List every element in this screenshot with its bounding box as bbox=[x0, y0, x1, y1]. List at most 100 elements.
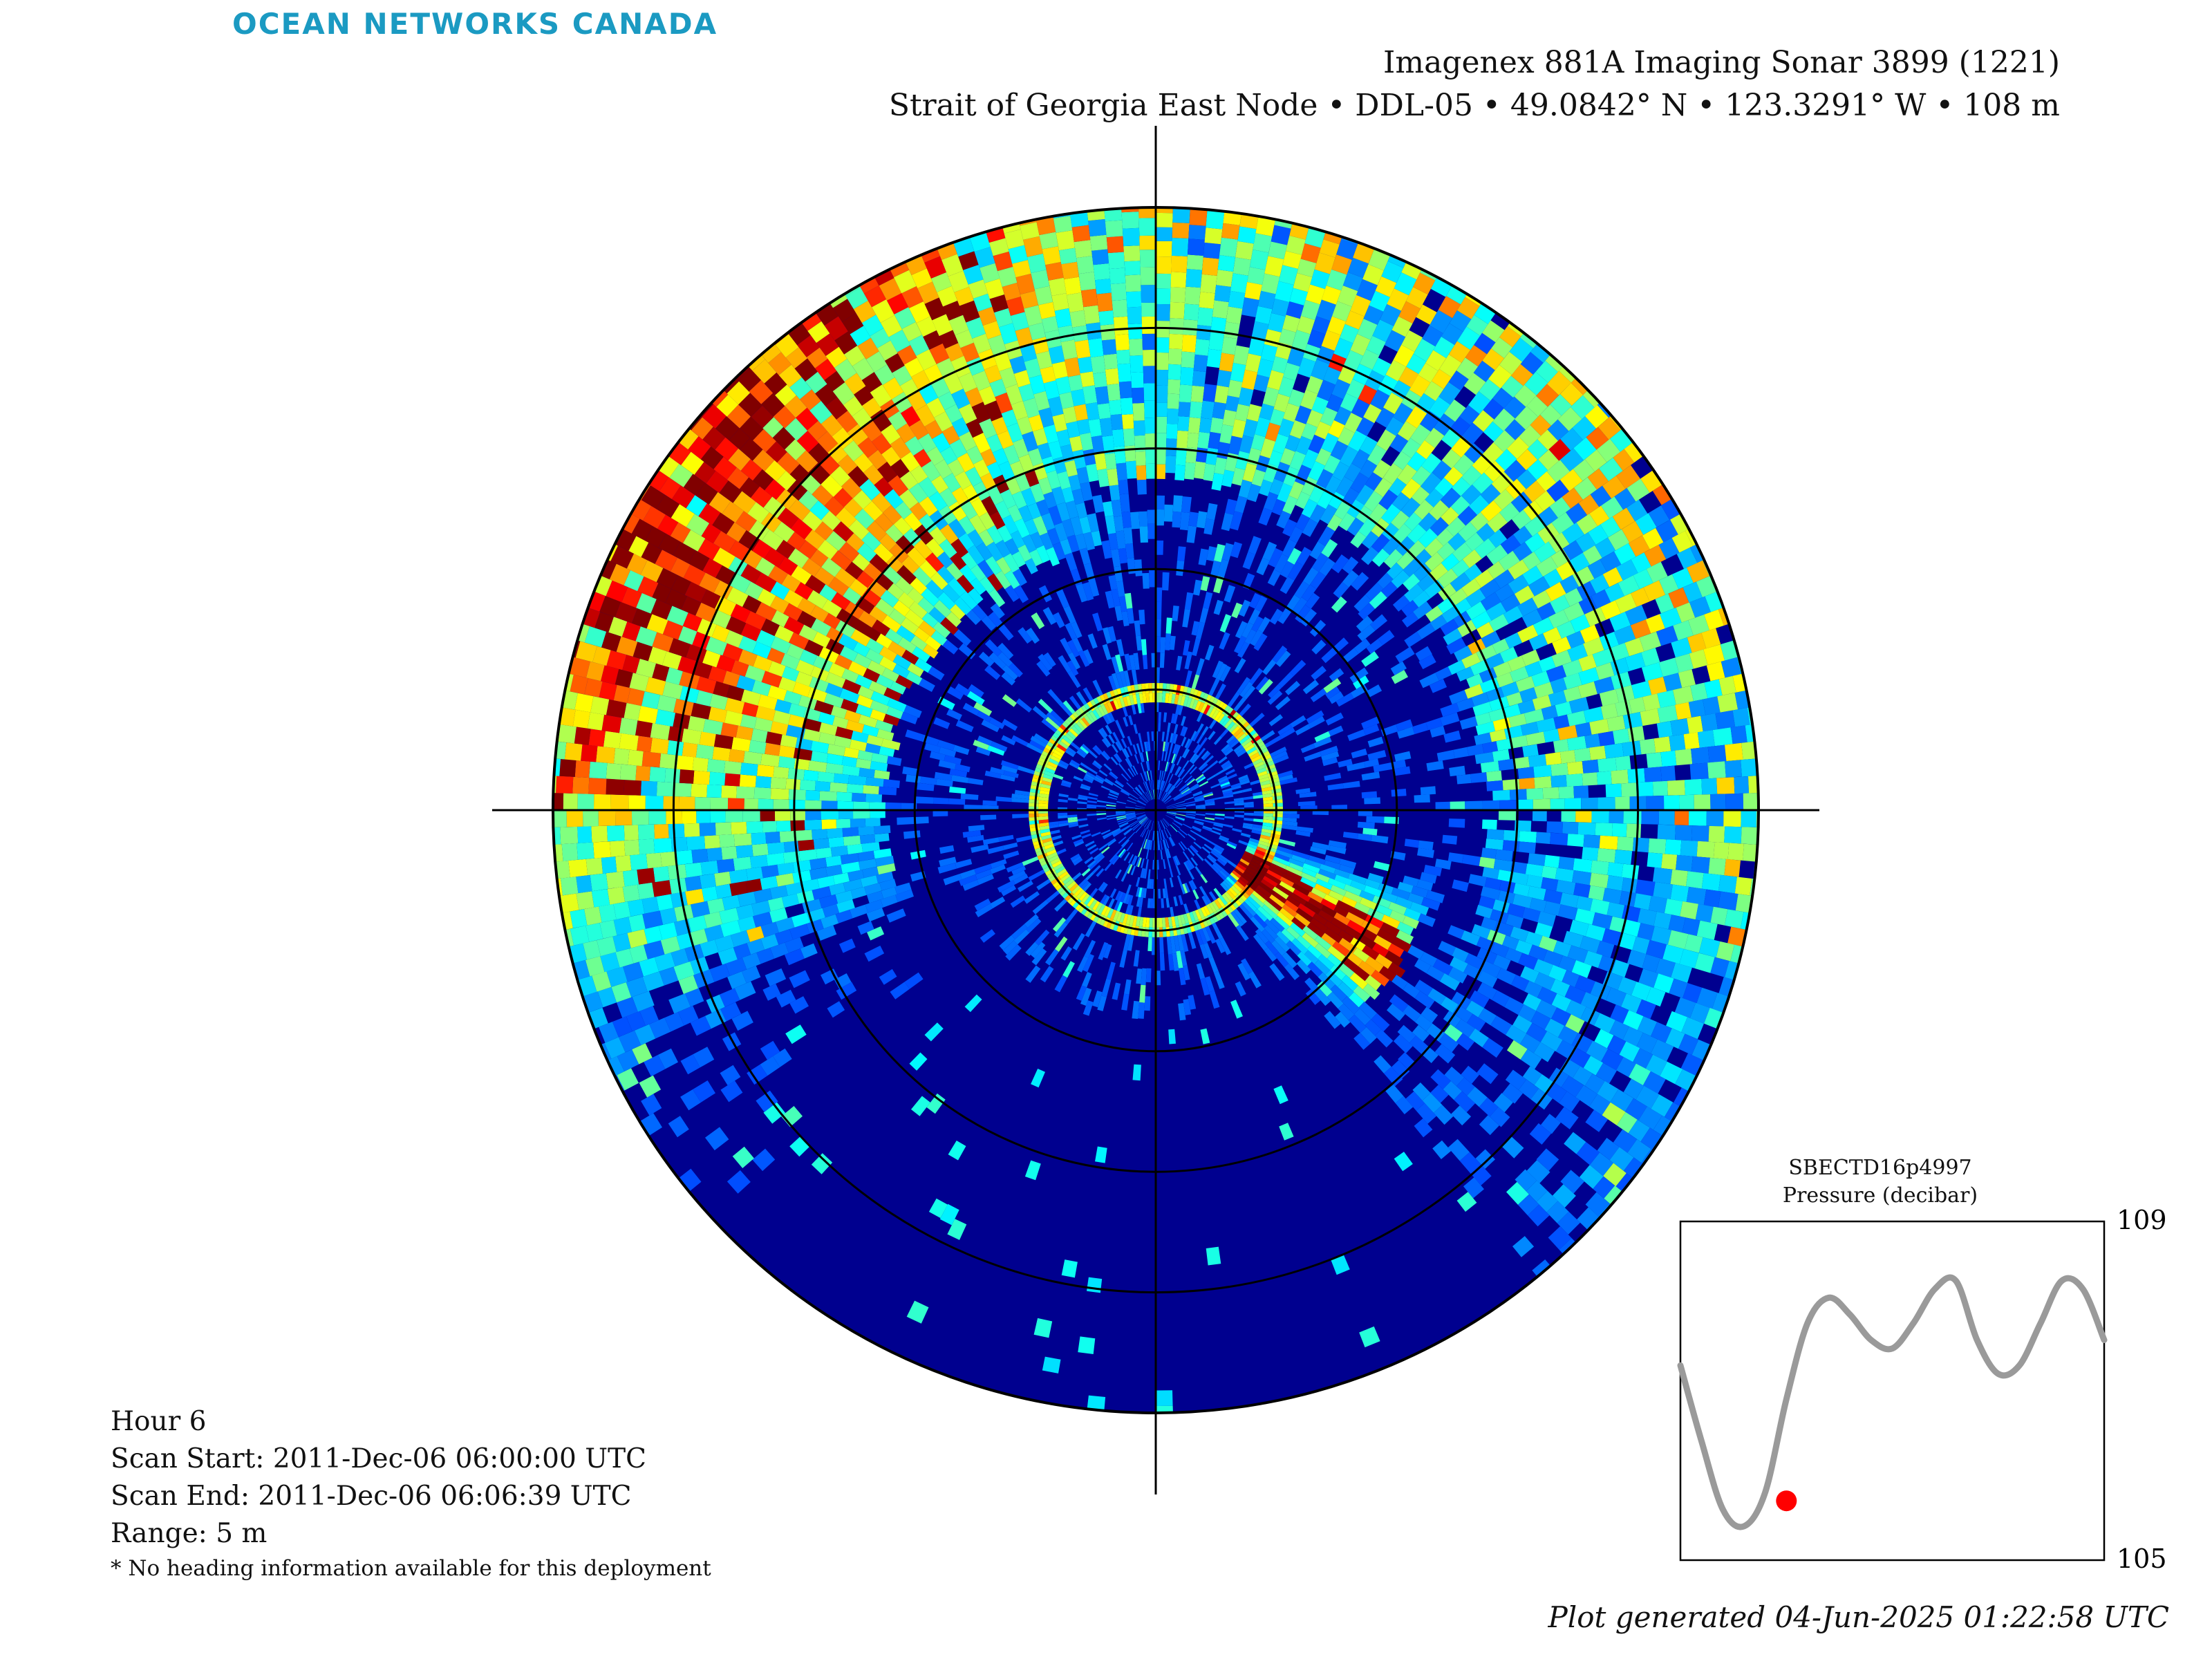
sonar-cell bbox=[1083, 777, 1093, 784]
sonar-cell bbox=[676, 850, 693, 865]
sonar-cell bbox=[1471, 924, 1491, 939]
sonar-cell bbox=[1203, 704, 1211, 715]
sonar-cell bbox=[1659, 574, 1679, 595]
sonar-cell bbox=[917, 281, 939, 304]
sonar-cell bbox=[1064, 357, 1080, 377]
inset-ylabel: Pressure (decibar) bbox=[1782, 1183, 1978, 1208]
sonar-cell bbox=[1371, 834, 1389, 844]
sonar-cell bbox=[1414, 958, 1431, 973]
sonar-cell bbox=[870, 810, 885, 818]
sonar-cell bbox=[1319, 239, 1340, 258]
sonar-cell bbox=[1273, 856, 1291, 867]
sonar-cell bbox=[1333, 912, 1351, 926]
sonar-cell bbox=[1157, 780, 1159, 790]
sonar-cell bbox=[880, 590, 899, 608]
sonar-cell bbox=[1468, 391, 1491, 414]
sonar-cell bbox=[740, 459, 762, 481]
sonar-cell bbox=[612, 932, 631, 953]
sonar-cell bbox=[1097, 995, 1107, 1011]
sonar-cell bbox=[1188, 995, 1197, 1010]
sonar-cell bbox=[1656, 958, 1676, 978]
sonar-cell bbox=[1166, 784, 1172, 793]
sonar-cell bbox=[1205, 801, 1215, 805]
sonar-cell bbox=[879, 968, 897, 985]
sonar-cell bbox=[1130, 821, 1139, 827]
sonar-cell bbox=[1080, 482, 1093, 502]
sonar-cell bbox=[1256, 868, 1267, 876]
sonar-cell bbox=[1273, 813, 1283, 818]
sonar-cell bbox=[926, 1093, 946, 1114]
sonar-cell bbox=[1062, 518, 1075, 538]
sonar-cell bbox=[778, 745, 796, 758]
sonar-cell bbox=[1688, 615, 1709, 636]
sonar-cell bbox=[572, 776, 590, 794]
sonar-cell bbox=[1080, 762, 1090, 770]
sonar-cell bbox=[1253, 813, 1264, 816]
sonar-cell bbox=[835, 909, 853, 924]
sonar-cell bbox=[1606, 902, 1625, 919]
sonar-cell bbox=[1253, 818, 1264, 823]
sonar-cell bbox=[1172, 495, 1183, 512]
sonar-cell bbox=[966, 317, 986, 339]
sonar-cell bbox=[1161, 791, 1165, 800]
sonar-cell bbox=[1320, 898, 1337, 911]
sonar-cell bbox=[1589, 745, 1606, 760]
sonar-cell bbox=[679, 671, 700, 690]
sonar-cell bbox=[1080, 785, 1090, 791]
sonar-cell bbox=[1230, 362, 1246, 382]
sonar-cell bbox=[1280, 448, 1295, 466]
sonar-cell bbox=[1078, 823, 1089, 828]
sonar-cell bbox=[788, 714, 805, 728]
sonar-cell bbox=[821, 810, 839, 820]
sonar-cell bbox=[783, 603, 803, 621]
sonar-cell bbox=[1190, 785, 1200, 791]
sonar-cell bbox=[1192, 689, 1199, 700]
sonar-cell bbox=[1273, 393, 1291, 413]
sonar-cell bbox=[1287, 346, 1306, 367]
sonar-cell bbox=[1271, 859, 1287, 870]
sonar-cell bbox=[1138, 816, 1147, 822]
sonar-cell bbox=[1058, 741, 1069, 749]
sonar-cell bbox=[950, 538, 968, 558]
sonar-cell bbox=[786, 644, 804, 660]
sonar-cell bbox=[896, 625, 915, 643]
sonar-cell bbox=[913, 627, 930, 643]
sonar-cell bbox=[1425, 552, 1445, 572]
sonar-cell bbox=[1646, 939, 1667, 959]
sonar-cell bbox=[612, 1016, 632, 1038]
sonar-cell bbox=[585, 923, 603, 942]
sonar-cell bbox=[1545, 581, 1566, 601]
sonar-cell bbox=[1204, 798, 1215, 802]
sonar-cell bbox=[1062, 889, 1072, 899]
sonar-cell bbox=[628, 536, 649, 557]
sonar-cell bbox=[1172, 953, 1179, 971]
sonar-cell bbox=[1042, 774, 1053, 780]
sonar-cell bbox=[1073, 838, 1083, 845]
sonar-cell bbox=[1068, 375, 1083, 392]
sonar-cell bbox=[1575, 810, 1592, 823]
sonar-cell bbox=[1239, 780, 1250, 785]
sonar-cell bbox=[1182, 851, 1190, 861]
sonar-cell bbox=[622, 870, 639, 887]
sonar-cell bbox=[953, 744, 970, 756]
sonar-cell bbox=[841, 698, 859, 713]
sonar-cell bbox=[1243, 741, 1253, 749]
sonar-cell bbox=[736, 675, 756, 692]
sonar-cell bbox=[1625, 605, 1648, 626]
sonar-cell bbox=[1396, 552, 1414, 570]
sonar-cell bbox=[1147, 791, 1152, 800]
sonar-cell bbox=[921, 460, 941, 482]
sonar-cell bbox=[1156, 619, 1161, 637]
sonar-cell bbox=[800, 879, 820, 892]
sonar-cell bbox=[821, 414, 843, 437]
sonar-cell bbox=[1061, 487, 1075, 503]
sonar-cell bbox=[738, 891, 756, 907]
sonar-cell bbox=[645, 677, 666, 695]
sonar-cell bbox=[803, 769, 819, 781]
sonar-cell bbox=[1263, 796, 1273, 801]
sonar-cell bbox=[1365, 915, 1384, 929]
sonar-cell bbox=[1295, 788, 1311, 794]
sonar-cell bbox=[752, 359, 777, 384]
sonar-cell bbox=[1264, 491, 1279, 511]
